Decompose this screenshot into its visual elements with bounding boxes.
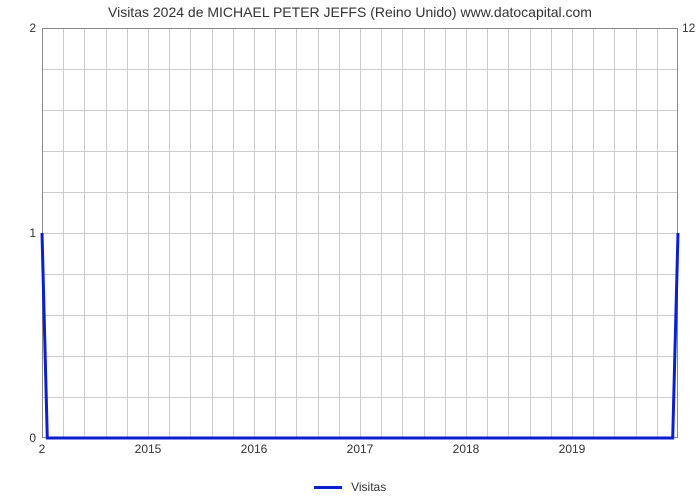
legend: Visitas [0,479,700,494]
x-tick-label: 2018 [453,442,480,456]
x-tick-label: 2019 [559,442,586,456]
y-tick-label: 0 [29,431,36,445]
chart-container: Visitas 2024 de MICHAEL PETER JEFFS (Rei… [0,0,700,500]
x-tick-label: 2017 [347,442,374,456]
x-tick-label: 2015 [135,442,162,456]
legend-label: Visitas [351,480,386,494]
line-layer [42,28,678,438]
secondary-y-label: 12 [682,21,695,35]
series-line [42,233,678,438]
legend-swatch-icon [314,486,342,489]
x-tick-label: 2016 [241,442,268,456]
secondary-x-label: 2 [39,442,46,456]
chart-title: Visitas 2024 de MICHAEL PETER JEFFS (Rei… [0,4,700,20]
y-tick-label: 2 [29,21,36,35]
y-tick-label: 1 [29,226,36,240]
